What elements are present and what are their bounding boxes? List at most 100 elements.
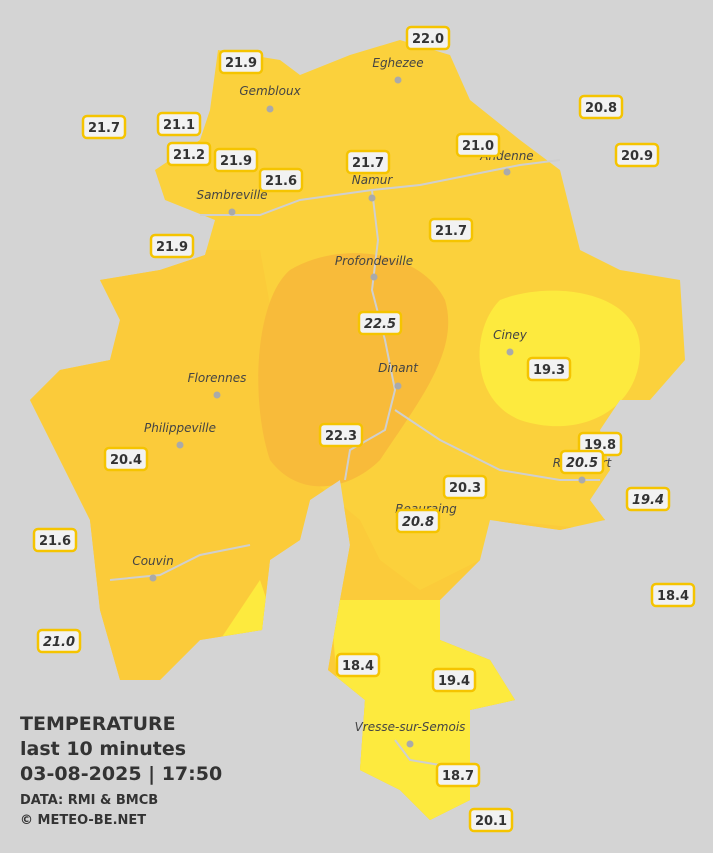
station: 19.3	[526, 356, 572, 382]
station: 21.9	[149, 233, 195, 259]
station-box	[36, 628, 82, 654]
station-value: 18.4	[657, 589, 689, 604]
station-value: 18.4	[342, 659, 374, 674]
station: 20.4	[103, 446, 149, 472]
station: 21.7	[81, 114, 127, 140]
station-box	[345, 149, 391, 175]
station-value: 22.3	[325, 429, 357, 444]
city-label: Eghezee	[372, 56, 423, 70]
station: 18.4	[650, 582, 696, 608]
city-dot	[406, 740, 414, 748]
station: 20.3	[442, 474, 488, 500]
station-value: 20.4	[110, 453, 142, 468]
station: 21.6	[32, 527, 78, 553]
station: 18.7	[435, 762, 481, 788]
station-box	[218, 49, 264, 75]
station-box	[166, 141, 212, 167]
legend-source: DATA: RMI & BMCB	[20, 793, 158, 808]
city-label: Vresse-sur-Semois	[355, 720, 466, 734]
city-dot	[228, 208, 236, 216]
city-label: Florennes	[188, 371, 247, 385]
city-dot	[394, 76, 402, 84]
station-value: 21.9	[220, 154, 252, 169]
station-value: 20.1	[475, 814, 507, 829]
station-box	[428, 217, 474, 243]
station-value: 19.8	[584, 438, 616, 453]
station-box	[442, 474, 488, 500]
station: 18.4	[335, 652, 381, 678]
station: 20.8	[578, 94, 624, 120]
station-value: 20.8	[402, 515, 434, 530]
station-value: 20.9	[621, 149, 653, 164]
station-value: 21.6	[39, 534, 71, 549]
station-box	[103, 446, 149, 472]
station-value: 19.4	[438, 674, 470, 689]
city-label: Philippeville	[144, 421, 216, 435]
city-dot	[176, 441, 184, 449]
legend-title: TEMPERATURE	[20, 713, 176, 735]
city-dot	[149, 574, 157, 582]
city-label: Dinant	[378, 361, 419, 375]
station-box	[431, 667, 477, 693]
station-box	[32, 527, 78, 553]
station-value: 21.9	[225, 56, 257, 71]
station: 21.9	[218, 49, 264, 75]
city-label: Namur	[352, 173, 394, 187]
city-dot	[368, 194, 376, 202]
station-value: 21.7	[435, 224, 467, 239]
city-label: Profondeville	[335, 254, 413, 268]
station-box	[559, 449, 605, 475]
station-value: 20.3	[449, 481, 481, 496]
station-value: 20.5	[566, 456, 598, 471]
station: 21.9	[213, 147, 259, 173]
station: 21.0	[455, 132, 501, 158]
station-box	[156, 111, 202, 137]
station-value: 21.2	[173, 148, 205, 163]
station: 19.4	[431, 667, 477, 693]
legend-datetime: 03-08-2025 | 17:50	[20, 763, 222, 785]
station: 22.5	[357, 310, 403, 336]
station: 21.7	[345, 149, 391, 175]
station-box	[149, 233, 195, 259]
station: 21.1	[156, 111, 202, 137]
city-label: Sambreville	[196, 188, 267, 202]
station: 22.0	[405, 25, 451, 51]
station-value: 21.0	[462, 139, 494, 154]
station-value: 19.4	[632, 493, 664, 508]
station-box	[455, 132, 501, 158]
station-value: 19.3	[533, 363, 565, 378]
station-box	[578, 94, 624, 120]
city-label: Couvin	[132, 554, 173, 568]
station: 20.5	[559, 449, 605, 475]
station-box	[357, 310, 403, 336]
station-box	[335, 652, 381, 678]
station-value: 18.7	[442, 769, 474, 784]
station-box	[213, 147, 259, 173]
legend-subtitle: last 10 minutes	[20, 738, 186, 760]
station: 21.6	[258, 167, 304, 193]
station-box	[81, 114, 127, 140]
city-dot	[370, 273, 378, 281]
city-dot	[394, 382, 402, 390]
station-box	[318, 422, 364, 448]
station: 21.7	[428, 217, 474, 243]
station: 19.4	[625, 486, 671, 512]
station-value: 20.8	[585, 101, 617, 116]
station-value: 21.7	[352, 156, 384, 171]
station-value: 21.7	[88, 121, 120, 136]
station-value: 21.0	[43, 635, 75, 650]
station-box	[526, 356, 572, 382]
legend-credit: © METEO-BE.NET	[20, 813, 146, 828]
station: 21.2	[166, 141, 212, 167]
city-dot	[503, 168, 511, 176]
station-box	[614, 142, 660, 168]
station-value: 21.1	[163, 118, 195, 133]
city-label: Gembloux	[239, 84, 301, 98]
station: 20.9	[614, 142, 660, 168]
station-box	[468, 807, 514, 833]
city-label: Ciney	[493, 328, 528, 342]
station-box	[405, 25, 451, 51]
city-dot	[506, 348, 514, 356]
